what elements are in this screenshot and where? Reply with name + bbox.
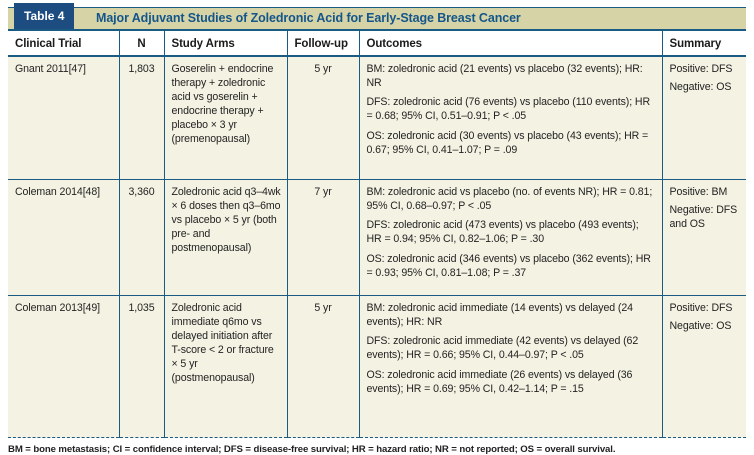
abbreviations-footnote: BM = bone metastasis; CI = confidence in… [8,444,616,455]
summary-positive: Positive: DFS [669,302,733,314]
outcome-line-os: OS: zoledronic acid (346 events) vs plac… [366,252,651,279]
summary-positive: Positive: DFS [669,63,733,75]
outcome-line-dfs: DFS: zoledronic acid (473 events) vs pla… [366,219,639,246]
table-row-coleman-2013: Coleman 2013[49] 1,035 Zoledronic acid i… [8,295,746,438]
cell-trial: Coleman 2013[49] [8,295,119,438]
outcome-line-dfs: DFS: zoledronic acid (76 events) vs plac… [366,96,651,123]
col-header-follow-up: Follow-up [286,31,359,57]
cell-study-arms: Goserelin + endocrine therapy + zoledron… [163,56,287,180]
outcome-line-bm: BM: zoledronic acid immediate (14 events… [366,302,634,328]
cell-follow-up: 5 yr [286,295,359,438]
outcome-line-os: OS: zoledronic acid immediate (26 events… [366,368,633,395]
cell-outcomes: BM: zoledronic acid immediate (14 events… [358,295,662,438]
col-header-n: N [118,31,164,57]
cell-outcomes: BM: zoledronic acid vs placebo (no. of e… [358,179,662,296]
table-row-coleman-2014: Coleman 2014[48] 3,360 Zoledronic acid q… [8,179,746,296]
header-row: Clinical Trial N Study Arms Follow-up Ou… [8,31,746,57]
outcome-line-os: OS: zoledronic acid (30 events) vs place… [366,129,649,156]
cell-follow-up: 7 yr [286,179,359,296]
cell-trial: Coleman 2014[48] [8,179,119,296]
cell-summary: Positive: DFS Negative: OS [661,56,746,180]
col-header-study-arms: Study Arms [163,31,287,57]
col-header-clinical-trial: Clinical Trial [8,31,119,57]
cell-outcomes: BM: zoledronic acid (21 events) vs place… [358,56,662,180]
cell-study-arms: Zoledronic acid q3–4wk × 6 doses then q3… [163,179,287,296]
cell-n: 3,360 [118,179,164,296]
cell-trial: Gnant 2011[47] [8,56,119,180]
table-title: Major Adjuvant Studies of Zoledronic Aci… [96,11,521,25]
cell-n: 1,035 [118,295,164,438]
col-header-summary: Summary [661,31,746,57]
outcome-line-bm: BM: zoledronic acid (21 events) vs place… [366,63,643,89]
cell-study-arms: Zoledronic acid immediate q6mo vs delaye… [163,295,287,438]
cell-summary: Positive: BM Negative: DFS and OS [661,179,746,296]
summary-positive: Positive: BM [669,186,728,198]
cell-summary: Positive: DFS Negative: OS [661,295,746,438]
table-row-gnant-2011: Gnant 2011[47] 1,803 Goserelin + endocri… [8,56,746,180]
summary-negative: Negative: OS [669,80,732,93]
table-title-band: Table 4 Major Adjuvant Studies of Zoledr… [8,3,746,31]
cell-follow-up: 5 yr [286,56,359,180]
outcome-line-bm: BM: zoledronic acid vs placebo (no. of e… [366,186,653,212]
summary-negative: Negative: DFS and OS [669,203,738,230]
cell-n: 1,803 [118,56,164,180]
table-number-label: Table 4 [14,3,75,29]
outcome-line-dfs: DFS: zoledronic acid immediate (42 event… [366,335,639,362]
col-header-outcomes: Outcomes [358,31,662,57]
summary-negative: Negative: OS [669,319,732,332]
adjuvant-studies-table: Clinical Trial N Study Arms Follow-up Ou… [8,31,746,438]
